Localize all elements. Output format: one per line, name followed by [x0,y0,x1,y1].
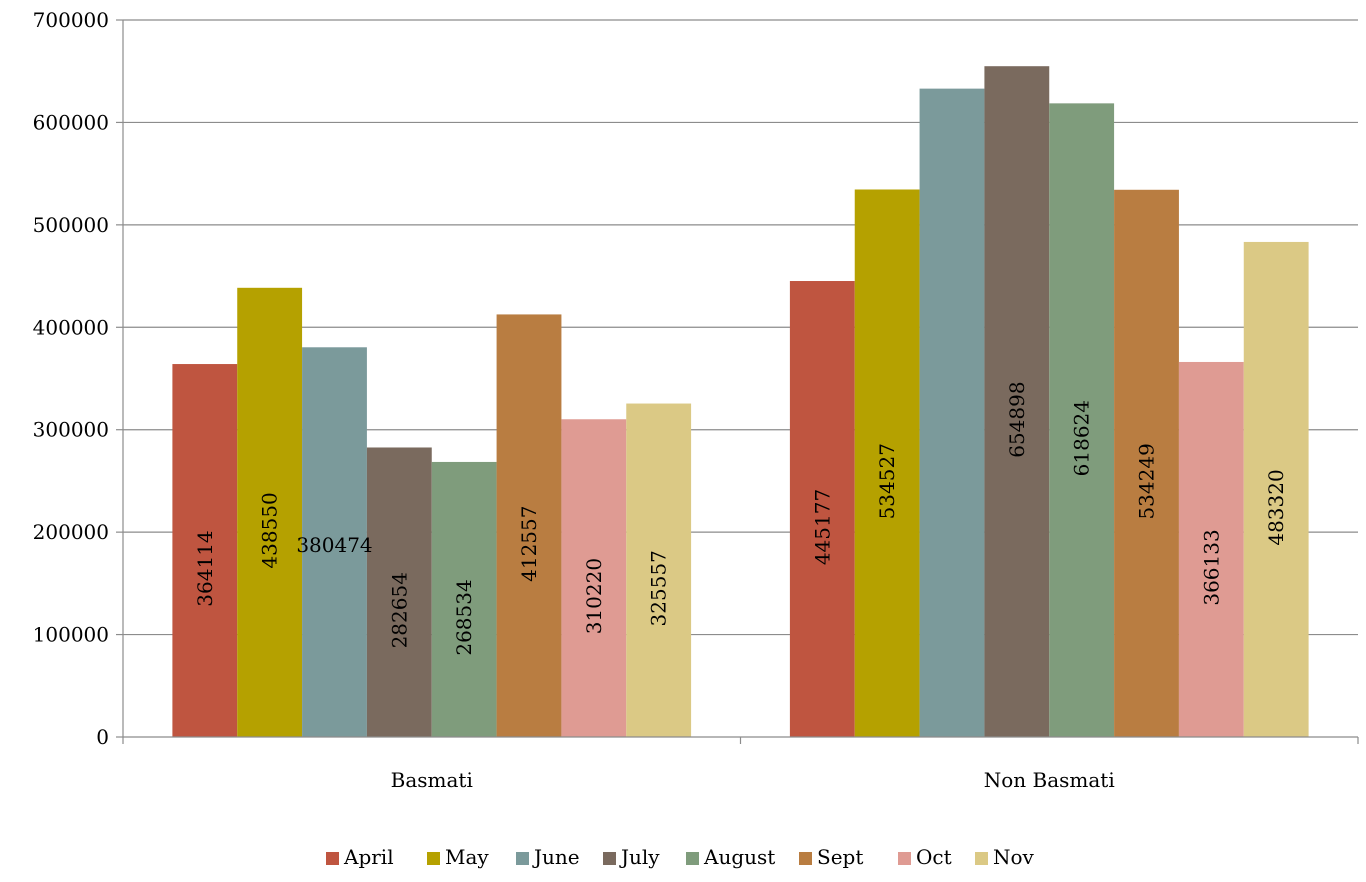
legend-swatch-august [686,852,699,865]
bar-may-non-basmati [854,189,920,737]
bar-nov-basmati [626,403,692,737]
y-tick-label-100000: 100000 [33,623,109,647]
bar-oct-basmati [561,419,627,737]
category-label-basmati: Basmati [391,768,473,792]
legend-swatch-nov [975,852,988,865]
data-label-june-0: 380474 [296,533,372,557]
bar-sept-non-basmati [1114,189,1179,738]
data-label-april-0: 364114 [193,530,217,606]
y-tick-label-0: 0 [96,725,109,749]
data-label-may-0: 438550 [258,492,282,568]
legend-label-june: June [532,845,580,869]
legend-label-may: May [445,845,489,869]
data-label-oct-1: 366133 [1199,529,1223,605]
data-label-july-0: 282654 [387,572,411,648]
bar-july-non-basmati [984,66,1050,738]
axes: 0 100000 200000 300000 400000 500000 600000 700… [33,8,1359,792]
data-label-july-1: 654898 [1005,381,1029,457]
bars [172,66,1309,738]
data-labels: 364114 445177 438550 534527 380474 282654 6548… [193,381,1288,655]
legend-label-sept: Sept [817,845,863,869]
category-label-non-basmati: Non Basmati [984,768,1115,792]
legend-swatch-june [516,852,529,865]
y-tick-label-200000: 200000 [33,520,109,544]
data-label-august-1: 618624 [1070,400,1094,476]
bar-oct-non-basmati [1178,361,1244,737]
y-tick-label-600000: 600000 [33,110,109,134]
legend-swatch-sept [799,852,812,865]
legend-swatch-oct [898,852,911,865]
legend-swatch-may [427,852,440,865]
bar-sept-basmati [496,314,562,737]
bar-may-basmati [237,287,303,737]
data-label-sept-0: 412557 [517,506,541,582]
legend-swatch-july [603,852,616,865]
data-label-nov-0: 325557 [647,550,671,626]
data-label-april-1: 445177 [810,489,834,565]
y-tick-label-300000: 300000 [33,418,109,442]
data-label-may-1: 534527 [875,443,899,519]
y-tick-label-700000: 700000 [33,8,109,32]
bar-august-non-basmati [1049,103,1115,737]
data-label-oct-0: 310220 [582,558,606,634]
bar-august-basmati [431,461,497,737]
legend-label-april: April [343,845,394,869]
y-tick-label-400000: 400000 [33,315,109,339]
data-label-sept-1: 534249 [1135,443,1159,519]
legend: April May June July August Sept Oct Nov [326,845,1035,869]
y-tick-label-500000: 500000 [33,213,109,237]
legend-label-july: July [619,845,660,869]
legend-label-august: August [703,845,775,869]
bar-april-basmati [172,364,238,737]
bar-april-non-basmati [789,281,855,737]
data-label-august-0: 268534 [452,579,476,655]
bar-nov-non-basmati [1243,241,1309,737]
legend-label-oct: Oct [916,845,952,869]
bar-july-basmati [366,447,432,737]
data-label-nov-1: 483320 [1264,469,1288,545]
bar-june-basmati [302,347,367,737]
bar-june-non-basmati [919,88,985,738]
legend-label-nov: Nov [993,845,1035,869]
legend-swatch-april [326,852,339,865]
